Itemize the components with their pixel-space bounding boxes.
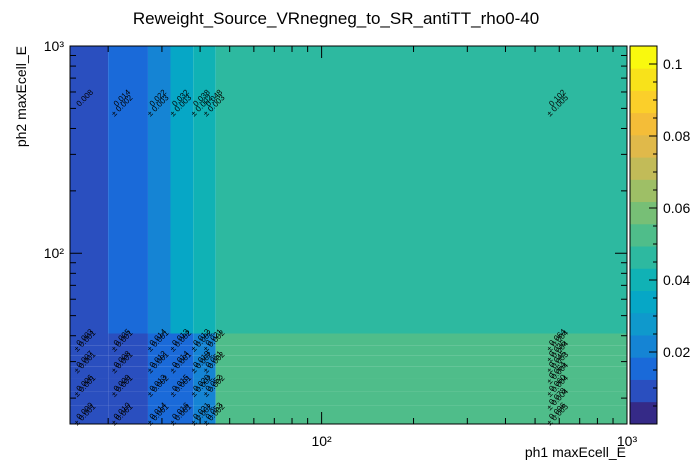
y-tick-label: 10² bbox=[44, 245, 65, 261]
colorbar-swatch bbox=[630, 223, 657, 247]
heatmap-cell bbox=[193, 378, 216, 392]
y-tick-label: 10³ bbox=[44, 38, 65, 54]
colorbar-swatch bbox=[630, 357, 657, 380]
heatmap-cell bbox=[147, 333, 171, 346]
heatmap-cell bbox=[170, 405, 194, 424]
heatmap-cell bbox=[170, 355, 194, 367]
heatmap-cell bbox=[147, 345, 171, 356]
colorbar-swatch bbox=[630, 157, 657, 180]
heatmap-cell bbox=[147, 391, 171, 406]
colorbar-swatch bbox=[630, 201, 657, 225]
heatmap-cell bbox=[147, 366, 171, 379]
plot-frame bbox=[69, 45, 628, 425]
heatmap-cell bbox=[70, 345, 109, 356]
heatmap-cell bbox=[108, 391, 148, 406]
heatmap-cell bbox=[170, 391, 194, 406]
colorbar-tick-label: 0.02 bbox=[663, 344, 690, 360]
colorbar-swatch bbox=[630, 90, 657, 114]
heatmap-cell bbox=[147, 405, 171, 424]
heatmap-cell bbox=[70, 46, 109, 334]
heatmap-cell bbox=[170, 46, 194, 334]
heatmap-cell bbox=[108, 405, 148, 424]
colorbar-tick-label: 0.08 bbox=[663, 128, 690, 144]
heatmap-cell bbox=[215, 333, 627, 346]
colorbar-swatch bbox=[630, 335, 657, 358]
heatmap-cells bbox=[70, 46, 627, 424]
colorbar-swatch bbox=[630, 379, 657, 403]
colorbar-swatch bbox=[630, 179, 657, 203]
colorbar-swatch bbox=[630, 46, 657, 69]
heatmap-cell bbox=[170, 333, 194, 346]
heatmap-cell bbox=[147, 46, 171, 334]
heatmap-cell bbox=[108, 46, 148, 334]
colorbar: 0.02 0.04 0.06 0.08 0.1 bbox=[629, 45, 690, 425]
colorbar-tick-label: 0.1 bbox=[663, 56, 683, 72]
heatmap-cell bbox=[70, 391, 109, 406]
heatmap-cell bbox=[215, 378, 627, 392]
colorbar-frame bbox=[629, 45, 658, 425]
heatmap-cell bbox=[170, 366, 194, 379]
heatmap-cell bbox=[70, 355, 109, 367]
heatmap-cell bbox=[193, 391, 216, 406]
heatmap-cell bbox=[215, 405, 627, 424]
heatmap-cell bbox=[108, 345, 148, 356]
heatmap-cell bbox=[108, 333, 148, 346]
heatmap-cell bbox=[70, 333, 109, 346]
heatmap-cell bbox=[193, 333, 216, 346]
heatmap-cell bbox=[215, 391, 627, 406]
heatmap-cell bbox=[108, 378, 148, 392]
heatmap-cell bbox=[108, 366, 148, 379]
colorbar-swatch bbox=[630, 246, 657, 269]
heatmap-cell bbox=[193, 46, 216, 334]
colorbar-swatch bbox=[630, 268, 657, 291]
chart-title: Reweight_Source_VRnegneg_to_SR_antiTT_rh… bbox=[133, 9, 539, 28]
heatmap-cell bbox=[193, 355, 216, 367]
heatmap-cell bbox=[193, 405, 216, 424]
colorbar-tick-label: 0.04 bbox=[663, 272, 690, 288]
heatmap-cell bbox=[215, 366, 627, 379]
heatmap-cell bbox=[215, 355, 627, 367]
heatmap-cell bbox=[215, 46, 627, 334]
colorbar-swatch bbox=[630, 290, 657, 314]
axes: 10² 10³ 10² 10³ bbox=[44, 38, 638, 449]
heatmap-cell bbox=[193, 345, 216, 356]
colorbar-swatch bbox=[630, 112, 657, 136]
colorbar-tick-label: 0.06 bbox=[663, 200, 690, 216]
colorbar-swatch bbox=[630, 401, 657, 425]
heatmap-cell bbox=[215, 345, 627, 356]
heatmap-cell bbox=[170, 345, 194, 356]
heatmap-cell bbox=[70, 405, 109, 424]
heatmap-cell bbox=[193, 366, 216, 379]
x-tick-label: 10³ bbox=[617, 433, 638, 449]
y-axis-label: ph2 maxEcell_E bbox=[13, 46, 29, 147]
heatmap-cell bbox=[147, 378, 171, 392]
heatmap-cell bbox=[108, 355, 148, 367]
x-tick-label: 10² bbox=[311, 433, 332, 449]
colorbar-swatch bbox=[630, 312, 657, 336]
heatmap-cell bbox=[70, 378, 109, 392]
colorbar-swatch bbox=[630, 68, 657, 91]
x-axis-label: ph1 maxEcell_E bbox=[525, 444, 626, 460]
heatmap-cell bbox=[70, 366, 109, 379]
heatmap-cell bbox=[170, 378, 194, 392]
colorbar-swatch bbox=[630, 134, 657, 158]
heatmap-cell bbox=[147, 355, 171, 367]
